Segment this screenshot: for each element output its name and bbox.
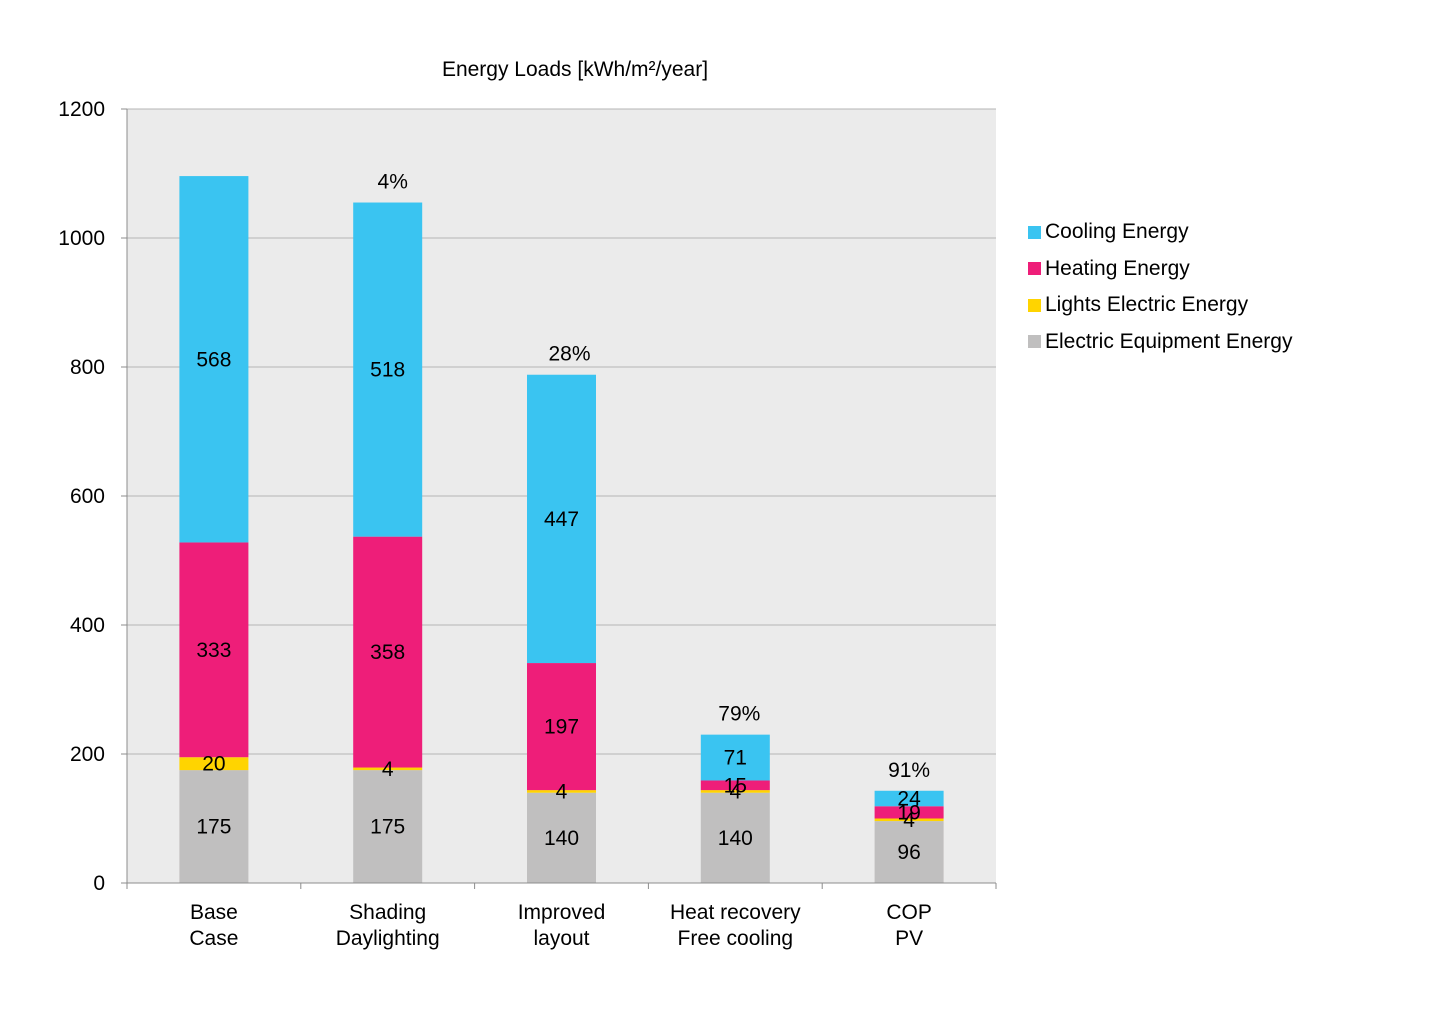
data-label: 24 [897,788,921,811]
legend-item: Electric Equipment Energy [1028,324,1292,361]
legend-item: Heating Energy [1028,251,1292,288]
bar-segment [700,780,770,791]
legend-item: Cooling Energy [1028,214,1292,251]
x-category-label: PV [895,927,923,950]
data-label: 19 [897,801,920,824]
y-tick-label: 1000 [58,227,105,250]
legend-label: Electric Equipment Energy [1045,329,1293,353]
legend-swatch [1028,298,1041,312]
x-category-label: Daylighting [336,927,440,950]
bar-segment [353,767,423,771]
legend-swatch [1028,335,1041,349]
axes: 0 200 400 600 800 1000 1200 Base Case Shading Dayl… [58,98,997,950]
legend-swatch [1028,225,1041,239]
x-category-label: Free cooling [678,927,794,950]
x-category-label: Case [189,927,238,950]
bar-segment [874,821,944,883]
bar-segment [700,792,770,883]
bar-segment [353,770,423,883]
data-label: 447 [544,508,579,531]
data-label: 4 [903,809,915,832]
bar-segment [527,790,596,793]
legend-label: Cooling Energy [1045,220,1189,244]
data-label: 175 [370,816,405,839]
data-label: 197 [544,716,579,739]
data-label: 518 [370,359,405,382]
data-label: 20 [202,753,225,776]
bar-segment [874,818,944,822]
data-labels: 175 20 333 568 175 4 358 518 4% 140 4 197 447 28% 140 4… [196,171,930,865]
x-category-label: Shading [349,901,426,924]
y-tick-label: 200 [70,743,105,766]
legend-label: Lights Electric Energy [1045,293,1249,317]
y-tick-label: 1200 [58,98,105,121]
bar-segment [874,806,944,819]
data-label: 71 [724,747,747,770]
bar-segment [527,792,596,883]
data-label: 333 [196,639,231,662]
y-tick-label: 0 [93,872,105,895]
percent-annotation: 4% [378,171,408,194]
data-label: 140 [718,827,753,850]
legend-item: Lights Electric Energy [1028,287,1292,324]
data-label: 175 [196,816,231,839]
data-label: 4 [382,758,394,781]
bar-segment [527,374,596,664]
x-category-label: Heat recovery [670,901,801,924]
bar-stacks [179,176,944,883]
bar-segment [353,536,423,768]
y-tick-label: 600 [70,485,105,508]
bar-segment [700,734,770,781]
chart-title: Energy Loads [kWh/m²/year] [441,58,709,81]
bar-segment [179,757,249,771]
legend-swatch [1028,262,1041,276]
bar-segment [179,176,249,543]
bar-segment [179,542,249,758]
x-category-label: COP [886,901,932,924]
percent-annotation: 91% [888,759,930,782]
data-label: 4 [729,780,741,803]
data-label: 358 [370,641,405,664]
bar-segment [179,770,249,883]
bar-segment [353,202,423,537]
data-label: 4 [556,780,568,803]
percent-annotation: 28% [548,343,590,366]
y-tick-label: 800 [70,356,105,379]
data-label: 15 [724,774,747,797]
data-label: 568 [196,348,231,371]
bar-segment [874,790,944,807]
legend-label: Heating Energy [1045,256,1190,280]
x-category-label: Base [190,901,238,924]
legend: Cooling Energy Heating Energy Lights Elect… [1028,214,1292,360]
x-category-label: Improved [518,901,606,924]
percent-annotation: 79% [718,703,760,726]
y-tick-label: 400 [70,614,105,637]
data-label: 140 [544,827,579,850]
bar-segment [527,663,596,791]
bar-segment [700,790,770,793]
x-category-label: layout [533,927,589,950]
data-label: 96 [897,841,920,864]
